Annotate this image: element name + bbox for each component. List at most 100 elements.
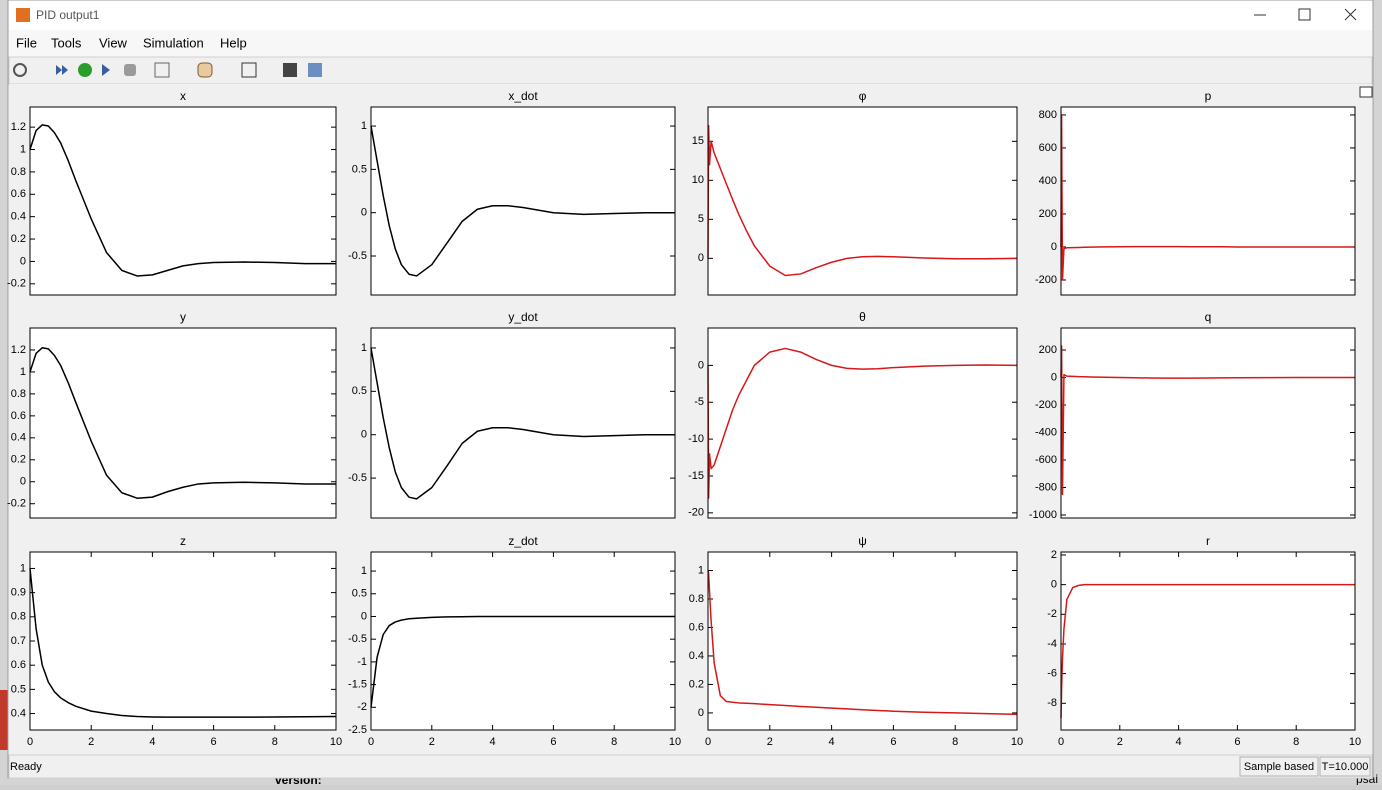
chart-title: q	[1205, 310, 1212, 324]
y-tick-label: 0.9	[11, 587, 26, 599]
y-tick-label: -0.2	[7, 278, 26, 290]
y-tick-label: 5	[698, 213, 704, 225]
toolbar-buttons	[13, 62, 322, 78]
y-tick-label: 1	[698, 564, 704, 576]
y-tick-label: 0.6	[11, 410, 26, 422]
axes-frame	[707, 327, 1018, 519]
toolbar	[8, 56, 1373, 85]
y-tick-label: 0.5	[352, 385, 367, 397]
y-tick-label: 1	[361, 565, 367, 577]
series-line	[707, 570, 1018, 716]
settings-button[interactable]	[13, 63, 27, 77]
x-tick-label: 8	[952, 736, 958, 748]
y-tick-label: -5	[694, 396, 704, 408]
axes-frame	[1060, 551, 1356, 731]
y-tick-label: 1	[20, 143, 26, 155]
x-tick-label: 2	[88, 736, 94, 748]
chart-title: y_dot	[508, 310, 538, 324]
y-tick-label: 0.6	[11, 188, 26, 200]
chart-title: x	[180, 89, 186, 103]
y-tick-label: 0.5	[352, 163, 367, 175]
style-button[interactable]	[283, 63, 297, 77]
plots: x -0.2 0 0.2 0.4 0.6 0.8 1 1.2 x_dot -0.5 0 0.5 1 φ 0 5 1…	[7, 89, 1361, 748]
highlight-button[interactable]	[154, 62, 170, 78]
status-box	[1319, 756, 1371, 777]
y-tick-label: 0.4	[11, 211, 26, 223]
x-tick-label: 6	[1234, 736, 1240, 748]
maximize-button[interactable]	[1298, 8, 1311, 21]
x-tick-label: 0	[368, 736, 374, 748]
axes-frame	[707, 551, 1018, 731]
x-tick-label: 4	[829, 736, 835, 748]
menu-item[interactable]: File	[16, 35, 37, 50]
undock-button[interactable]	[1359, 86, 1373, 98]
menu-item[interactable]: Tools	[51, 35, 82, 50]
x-tick-label: 4	[1176, 736, 1182, 748]
status-mode: Sample based	[1244, 761, 1314, 773]
menu-item[interactable]: View	[99, 35, 128, 50]
window-title: PID output1	[36, 8, 100, 22]
axes-frame	[29, 106, 337, 296]
stop-button[interactable]	[124, 64, 136, 76]
run-button[interactable]	[78, 63, 92, 77]
desktop-icon	[0, 690, 8, 750]
chart-title: θ	[859, 310, 866, 324]
x-tick-label: 2	[429, 736, 435, 748]
chart-title: z_dot	[508, 534, 538, 548]
y-tick-label: 200	[1039, 344, 1057, 356]
step-forward-button[interactable]	[102, 64, 110, 76]
axes	[30, 328, 336, 518]
y-tick-label: 0.6	[689, 621, 704, 633]
chart-title: φ	[859, 89, 867, 103]
y-tick-label: 0.8	[689, 593, 704, 605]
x-tick-label: 6	[211, 736, 217, 748]
axes	[371, 328, 675, 518]
y-tick-label: -2	[1047, 608, 1057, 620]
y-tick-label: 1.2	[11, 344, 26, 356]
y-tick-label: 1	[20, 562, 26, 574]
y-tick-label: 0.2	[11, 233, 26, 245]
y-tick-label: 0	[698, 707, 704, 719]
chart-title: y	[180, 310, 186, 324]
y-tick-label: 0	[20, 476, 26, 488]
y-tick-label: 15	[692, 135, 704, 147]
step-back-button[interactable]	[56, 65, 68, 75]
menu-item[interactable]: Simulation	[143, 35, 204, 50]
series-line	[370, 347, 675, 500]
series-line	[29, 124, 336, 277]
y-tick-label: 0.4	[689, 650, 704, 662]
axes-frame	[370, 551, 676, 731]
y-tick-label: -2	[357, 701, 367, 713]
y-tick-label: -400	[1035, 426, 1057, 438]
measure-button[interactable]	[308, 63, 322, 77]
y-tick-label: 0.7	[11, 635, 26, 647]
menu-item[interactable]: Help	[220, 35, 247, 50]
close-button[interactable]	[1344, 8, 1357, 21]
x-tick-label: 10	[1349, 736, 1361, 748]
axes	[708, 328, 1017, 518]
y-tick-label: -10	[688, 433, 704, 445]
status-text: Ready	[10, 761, 42, 773]
x-tick-label: 4	[149, 736, 155, 748]
y-tick-label: -200	[1035, 274, 1057, 286]
pan-button[interactable]	[197, 62, 213, 78]
axes	[371, 107, 675, 295]
x-tick-label: 0	[27, 736, 33, 748]
y-tick-label: 200	[1039, 208, 1057, 220]
x-tick-label: 10	[330, 736, 342, 748]
y-tick-label: -15	[688, 470, 704, 482]
axes	[1061, 552, 1355, 730]
status-box	[1239, 756, 1319, 777]
axes-frame	[1060, 106, 1356, 296]
y-tick-label: -8	[1047, 697, 1057, 709]
y-tick-label: 0.5	[352, 588, 367, 600]
axes-frame	[707, 106, 1018, 296]
axes	[371, 552, 675, 730]
y-tick-label: -0.5	[348, 633, 367, 645]
axes-frame	[1060, 327, 1356, 519]
x-tick-label: 10	[1011, 736, 1023, 748]
y-tick-label: -200	[1035, 399, 1057, 411]
y-tick-label: -600	[1035, 454, 1057, 466]
zoom-fit-button[interactable]	[241, 62, 257, 78]
